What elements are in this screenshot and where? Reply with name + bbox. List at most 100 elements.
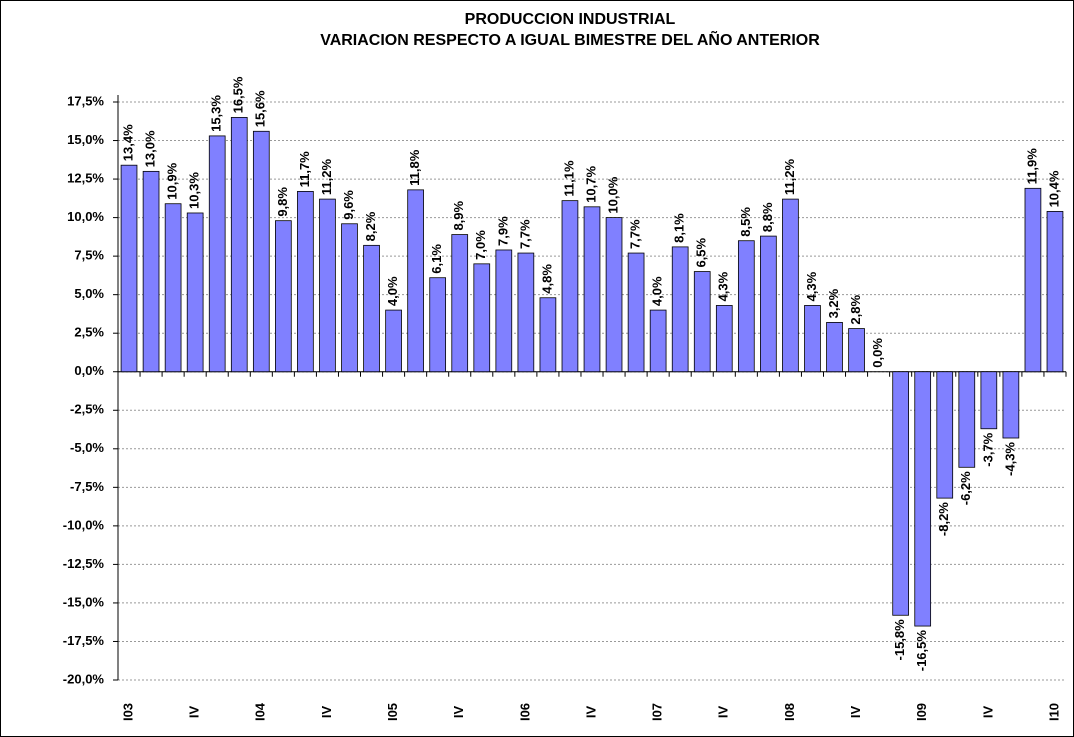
bar <box>1024 187 1042 373</box>
bar <box>715 305 733 373</box>
x-tick-label: I08 <box>782 703 797 721</box>
bar <box>142 170 160 373</box>
bar <box>826 322 843 373</box>
x-tick-label: I04 <box>253 702 268 721</box>
y-tick-label: 0,0% <box>74 363 104 378</box>
value-label: 11,1% <box>561 160 576 197</box>
value-label: 7,7% <box>517 219 532 249</box>
bar <box>958 371 976 468</box>
bar <box>208 135 226 373</box>
bar <box>164 203 182 373</box>
y-tick-label: 7,5% <box>74 248 104 263</box>
bar <box>561 200 579 373</box>
value-label: 4,8% <box>539 264 554 294</box>
value-label: 10,3% <box>187 172 202 209</box>
x-tick-label: IV <box>716 706 731 719</box>
value-label: 4,3% <box>716 271 731 301</box>
value-label: 9,8% <box>275 187 290 217</box>
value-label: 8,2% <box>363 211 378 241</box>
value-label: 7,0% <box>473 230 488 260</box>
y-tick-label: 2,5% <box>74 325 104 340</box>
value-label: -15,8% <box>892 619 907 661</box>
bar <box>297 190 314 373</box>
bar <box>230 117 248 373</box>
value-label: -16,5% <box>914 630 929 672</box>
value-label: 15,3% <box>209 95 224 132</box>
value-label: 8,1% <box>672 213 687 243</box>
value-label: 15,6% <box>253 90 268 127</box>
value-label: -6,2% <box>958 471 973 505</box>
bar <box>186 212 204 373</box>
bar <box>473 263 491 373</box>
value-label: 8,8% <box>760 202 775 232</box>
value-label: 13,4% <box>120 124 135 161</box>
bar <box>539 297 557 373</box>
value-label: 11,7% <box>297 151 312 188</box>
x-tick-label: I09 <box>914 703 929 721</box>
value-label: 10,0% <box>605 176 620 213</box>
bar <box>980 371 998 430</box>
bar <box>429 277 447 373</box>
value-label: 4,0% <box>650 276 665 306</box>
x-tick-label: IV <box>583 706 598 719</box>
y-tick-label: 10,0% <box>67 209 104 224</box>
value-label: 7,9% <box>495 216 510 246</box>
bar <box>385 309 402 373</box>
bar <box>848 328 865 373</box>
bar <box>1046 211 1064 373</box>
value-label: 7,7% <box>628 219 643 249</box>
bar <box>319 198 336 373</box>
value-label: 8,5% <box>738 207 753 237</box>
y-tick-label: 15,0% <box>67 132 104 147</box>
bar <box>936 371 954 499</box>
bar <box>583 206 601 373</box>
x-tick-label: IV <box>451 706 466 719</box>
bar <box>693 271 711 373</box>
y-tick-label: -5,0% <box>70 440 104 455</box>
bar <box>363 244 380 373</box>
value-label: 2,8% <box>848 295 863 325</box>
bar <box>341 223 358 373</box>
y-tick-label: -2,5% <box>70 402 104 417</box>
value-label: -3,7% <box>980 432 995 466</box>
bar <box>517 252 535 373</box>
x-tick-label: I07 <box>650 703 665 721</box>
bar <box>605 217 623 373</box>
value-label: 11,9% <box>1024 148 1039 185</box>
x-tick-label: I10 <box>1046 703 1061 721</box>
value-label: 16,5% <box>231 76 246 113</box>
value-label: 4,0% <box>385 276 400 306</box>
y-tick-label: -7,5% <box>70 479 104 494</box>
x-tick-label: IV <box>319 706 334 719</box>
bar <box>760 235 777 373</box>
value-label: 10,7% <box>583 166 598 203</box>
bar <box>120 164 138 373</box>
value-label: 10,4% <box>1046 170 1061 207</box>
y-tick-label: 12,5% <box>67 171 104 186</box>
value-label: 11,2% <box>782 159 797 196</box>
value-label: 11,2% <box>319 159 334 196</box>
bar <box>671 246 689 373</box>
y-tick-label: 5,0% <box>74 286 104 301</box>
bar <box>252 130 270 373</box>
bar <box>407 189 424 373</box>
chart-subtitle: VARIACION RESPECTO A IGUAL BIMESTRE DEL … <box>320 29 820 49</box>
bar <box>782 198 799 373</box>
y-tick-label: -12,5% <box>63 556 105 571</box>
y-tick-label: 17,5% <box>67 93 104 108</box>
value-label: 10,9% <box>165 162 180 199</box>
x-tick-label: I05 <box>385 703 400 721</box>
x-tick-label: IV <box>980 706 995 719</box>
x-tick-label: IV <box>187 706 202 719</box>
bar <box>649 309 667 373</box>
bar <box>627 252 645 373</box>
bar <box>737 240 755 373</box>
value-label: 4,3% <box>804 271 819 301</box>
x-tick-label: I06 <box>517 703 532 721</box>
y-tick-label: -10,0% <box>63 517 105 532</box>
y-tick-label: -15,0% <box>63 594 105 609</box>
bar <box>275 220 292 373</box>
value-label: -4,3% <box>1002 442 1017 476</box>
